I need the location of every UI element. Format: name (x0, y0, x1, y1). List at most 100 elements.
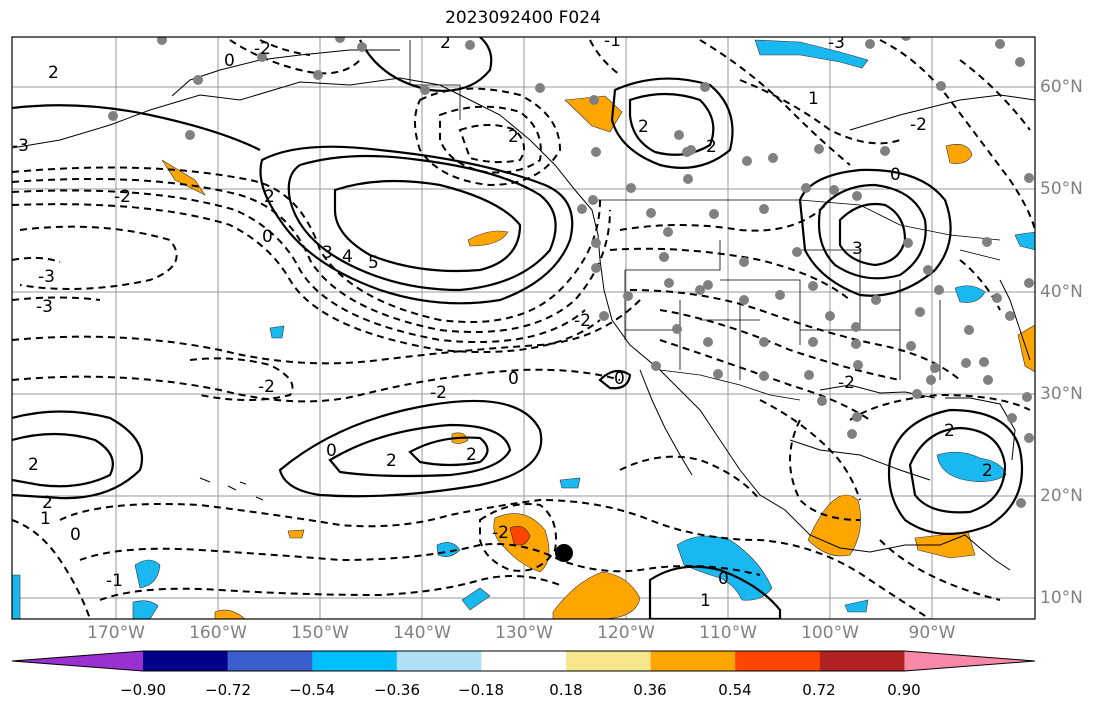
positive-patch (552, 571, 641, 619)
contour-label: 4 (342, 247, 353, 267)
lon-label-160w: 160°W (189, 623, 247, 643)
lat-label-60n: 60°N (1040, 77, 1083, 97)
political-borders (409, 40, 1001, 401)
positive-patch (564, 95, 623, 133)
contour-label: -3 (38, 267, 55, 287)
contour-label: -2 (910, 115, 927, 135)
contour-label: -2 (574, 311, 591, 331)
strong-positive-patch (509, 525, 531, 546)
lat-label-40n: 40°N (1040, 282, 1083, 302)
colorbar-outline (11, 650, 1036, 672)
contour-label-group: -2 2 0 2 -1 -3 1 2 2 -2 0 -3 -2 2 0 3 4 … (12, 31, 993, 611)
contour-label: -2 (114, 187, 131, 207)
colorbar-tick: 0.90 (887, 681, 921, 699)
colorbar-segment (481, 651, 567, 671)
positive-patch (214, 609, 246, 619)
colorbar-extend-min (12, 651, 143, 671)
negative-patch (132, 600, 159, 619)
contour-label: 2 (944, 421, 955, 441)
colorbar-tick: −0.54 (289, 681, 335, 699)
lat-label-10n: 10°N (1040, 588, 1083, 608)
plot-frame (11, 36, 1036, 620)
colorbar-tick: 0.72 (802, 681, 836, 699)
contour-label: 0 (224, 51, 235, 71)
contour-label: 0 (326, 441, 337, 461)
positive-patch (161, 159, 206, 196)
colorbar-segment (819, 651, 905, 671)
contour-label: 2 (264, 187, 275, 207)
contour-label: 2 (48, 63, 59, 83)
contour-label: 1 (808, 89, 819, 109)
positive-patch (467, 230, 509, 247)
colorbar-segment (312, 651, 398, 671)
contour-label: 2 (982, 461, 993, 481)
colorbar-tick: −0.72 (205, 681, 251, 699)
positive-contours (12, 37, 1024, 619)
lat-label-20n: 20°N (1040, 486, 1083, 506)
colorbar-tick: 0.18 (549, 681, 583, 699)
colorbar-tick: 0.36 (633, 681, 667, 699)
colorbar (11, 650, 1036, 672)
contour-label: -3 (36, 297, 53, 317)
contour-label: 3 (852, 239, 863, 259)
contour-label: 2 (440, 33, 451, 53)
lon-label-140w: 140°W (393, 623, 451, 643)
contour-label: -1 (604, 31, 621, 51)
contour-label: 0 (508, 369, 519, 389)
contour-label: -2 (258, 377, 275, 397)
contour-label: 2 (42, 493, 53, 513)
negative-patch (754, 39, 869, 69)
map-title: 2023092400 F024 (445, 8, 601, 28)
contour-label: -2 (838, 373, 855, 393)
colorbar-tick: −0.36 (374, 681, 420, 699)
colorbar-segment (227, 651, 313, 671)
contour-label: 1 (700, 591, 711, 611)
contour-label: -3 (828, 33, 845, 53)
colorbar-segment (735, 651, 821, 671)
lat-label-30n: 30°N (1040, 384, 1083, 404)
lon-label-90w: 90°W (908, 623, 956, 643)
contour-label: -3 (12, 136, 29, 156)
contour-label: 0 (262, 227, 273, 247)
contour-label: 2 (638, 117, 649, 137)
lon-label-170w: 170°W (87, 623, 145, 643)
contour-label: 0 (718, 569, 729, 589)
contour-label: -2 (254, 39, 271, 59)
contour-label: -2 (492, 523, 509, 543)
lon-label-130w: 130°W (495, 623, 553, 643)
contour-label: 0 (614, 369, 625, 389)
lon-label-150w: 150°W (291, 623, 349, 643)
negative-patch (936, 451, 1007, 482)
lon-label-100w: 100°W (801, 623, 859, 643)
center-marker (555, 544, 573, 562)
colorbar-tick: −0.90 (120, 681, 166, 699)
lon-label-110w: 110°W (699, 623, 757, 643)
lon-label-120w: 120°W (597, 623, 655, 643)
contour-label: 2 (466, 445, 477, 465)
negative-patch (269, 325, 285, 339)
negative-patch (559, 477, 581, 489)
station-dots (108, 37, 1034, 508)
colorbar-segment (566, 651, 652, 671)
negative-patch (844, 599, 869, 613)
contour-label: 0 (70, 525, 81, 545)
contour-label: 1 (40, 509, 51, 529)
colorbar-segment (396, 651, 482, 671)
negative-patch (461, 587, 491, 611)
negative-patch (134, 559, 161, 589)
positive-patch (945, 144, 973, 164)
contour-label: 3 (322, 243, 333, 263)
colorbar-extend-max (904, 651, 1035, 671)
negative-patch (1014, 231, 1035, 251)
contour-label: 0 (890, 165, 901, 185)
contour-label: 2 (508, 127, 519, 147)
contour-label: -1 (106, 571, 123, 591)
colorbar-segment (143, 651, 229, 671)
negative-patch (954, 285, 986, 303)
negative-patch (12, 574, 21, 619)
positive-patch (807, 494, 861, 557)
colorbar-tick: −0.18 (458, 681, 504, 699)
contour-label: -2 (430, 383, 447, 403)
lat-label-50n: 50°N (1040, 179, 1083, 199)
